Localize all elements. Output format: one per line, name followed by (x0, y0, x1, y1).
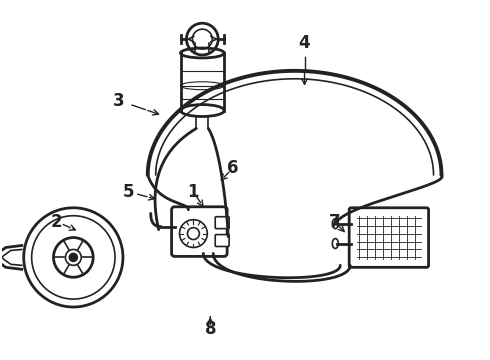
Circle shape (70, 253, 77, 261)
Text: 5: 5 (123, 183, 135, 201)
Text: 7: 7 (328, 213, 340, 231)
Text: 8: 8 (204, 320, 216, 338)
Text: 1: 1 (188, 183, 199, 201)
FancyBboxPatch shape (349, 208, 429, 267)
FancyBboxPatch shape (215, 217, 229, 229)
Text: 4: 4 (299, 34, 310, 52)
Text: 3: 3 (113, 91, 125, 109)
Text: 2: 2 (50, 213, 62, 231)
FancyBboxPatch shape (215, 235, 229, 247)
FancyBboxPatch shape (172, 207, 227, 256)
Text: 6: 6 (227, 159, 239, 177)
